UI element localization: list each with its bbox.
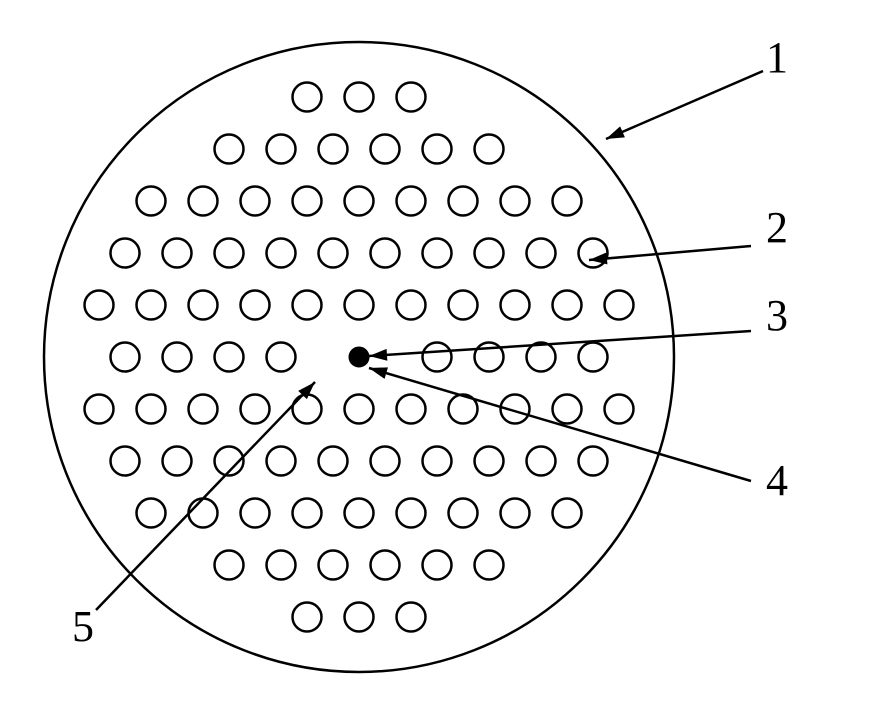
callout-arrows — [96, 71, 763, 610]
callout-arrow-4 — [369, 368, 751, 481]
hole — [215, 239, 244, 268]
hole — [215, 551, 244, 580]
callout-label-4: 4 — [766, 456, 788, 505]
hole — [267, 551, 296, 580]
hole — [553, 187, 582, 216]
hole — [293, 395, 322, 424]
hole — [189, 187, 218, 216]
callout-arrow-3 — [369, 331, 751, 356]
hole — [111, 447, 140, 476]
hole — [137, 187, 166, 216]
hole — [501, 499, 530, 528]
callout-arrow-1 — [606, 71, 763, 139]
hole — [293, 83, 322, 112]
hole — [605, 395, 634, 424]
hole — [371, 239, 400, 268]
hole — [579, 239, 608, 268]
hole — [319, 239, 348, 268]
hole — [111, 239, 140, 268]
hole — [241, 187, 270, 216]
hole — [423, 239, 452, 268]
hole — [475, 135, 504, 164]
hole — [475, 447, 504, 476]
hole — [371, 135, 400, 164]
hole — [449, 187, 478, 216]
hole — [267, 447, 296, 476]
hole — [267, 239, 296, 268]
hole — [137, 291, 166, 320]
hole — [397, 395, 426, 424]
hole — [85, 395, 114, 424]
hole — [189, 395, 218, 424]
callout-arrow-5 — [96, 382, 315, 610]
callout-label-3: 3 — [766, 291, 788, 340]
hole — [423, 551, 452, 580]
hole — [475, 551, 504, 580]
center-filled-dot — [349, 347, 369, 367]
hole — [189, 499, 218, 528]
hole — [501, 291, 530, 320]
hole — [345, 603, 374, 632]
hole — [345, 499, 374, 528]
hole — [397, 499, 426, 528]
diagram-svg: 1 2 3 4 5 — [0, 0, 869, 708]
hole — [241, 291, 270, 320]
hole — [579, 343, 608, 372]
hole — [579, 447, 608, 476]
hole — [527, 447, 556, 476]
hole — [293, 603, 322, 632]
hole — [345, 291, 374, 320]
hole — [345, 395, 374, 424]
hole — [371, 551, 400, 580]
hole — [449, 291, 478, 320]
hole — [267, 135, 296, 164]
hole — [215, 343, 244, 372]
hole — [475, 239, 504, 268]
hole — [163, 447, 192, 476]
hole — [397, 83, 426, 112]
hole — [605, 291, 634, 320]
hole — [319, 447, 348, 476]
center-dot — [349, 347, 369, 367]
hole — [345, 83, 374, 112]
hole — [85, 291, 114, 320]
hole — [449, 499, 478, 528]
hole — [241, 499, 270, 528]
hole — [189, 291, 218, 320]
hole — [501, 187, 530, 216]
hole — [319, 135, 348, 164]
hole — [163, 343, 192, 372]
hole — [293, 187, 322, 216]
hole — [527, 343, 556, 372]
hole — [215, 135, 244, 164]
callout-arrow-2 — [589, 246, 751, 260]
hole — [553, 291, 582, 320]
hole — [267, 343, 296, 372]
hole — [397, 603, 426, 632]
hole — [423, 343, 452, 372]
hole — [345, 187, 374, 216]
hole — [553, 395, 582, 424]
hole — [371, 447, 400, 476]
hole — [527, 239, 556, 268]
hole — [397, 291, 426, 320]
hole — [163, 239, 192, 268]
callout-label-2: 2 — [766, 203, 788, 252]
hole — [423, 447, 452, 476]
hole — [293, 291, 322, 320]
hole — [423, 135, 452, 164]
hole — [397, 187, 426, 216]
hole — [111, 343, 140, 372]
hole — [553, 499, 582, 528]
hole — [137, 499, 166, 528]
hole — [137, 395, 166, 424]
callout-label-1: 1 — [766, 33, 788, 82]
hole — [319, 551, 348, 580]
hole — [241, 395, 270, 424]
hole — [293, 499, 322, 528]
callout-label-5: 5 — [72, 602, 94, 651]
